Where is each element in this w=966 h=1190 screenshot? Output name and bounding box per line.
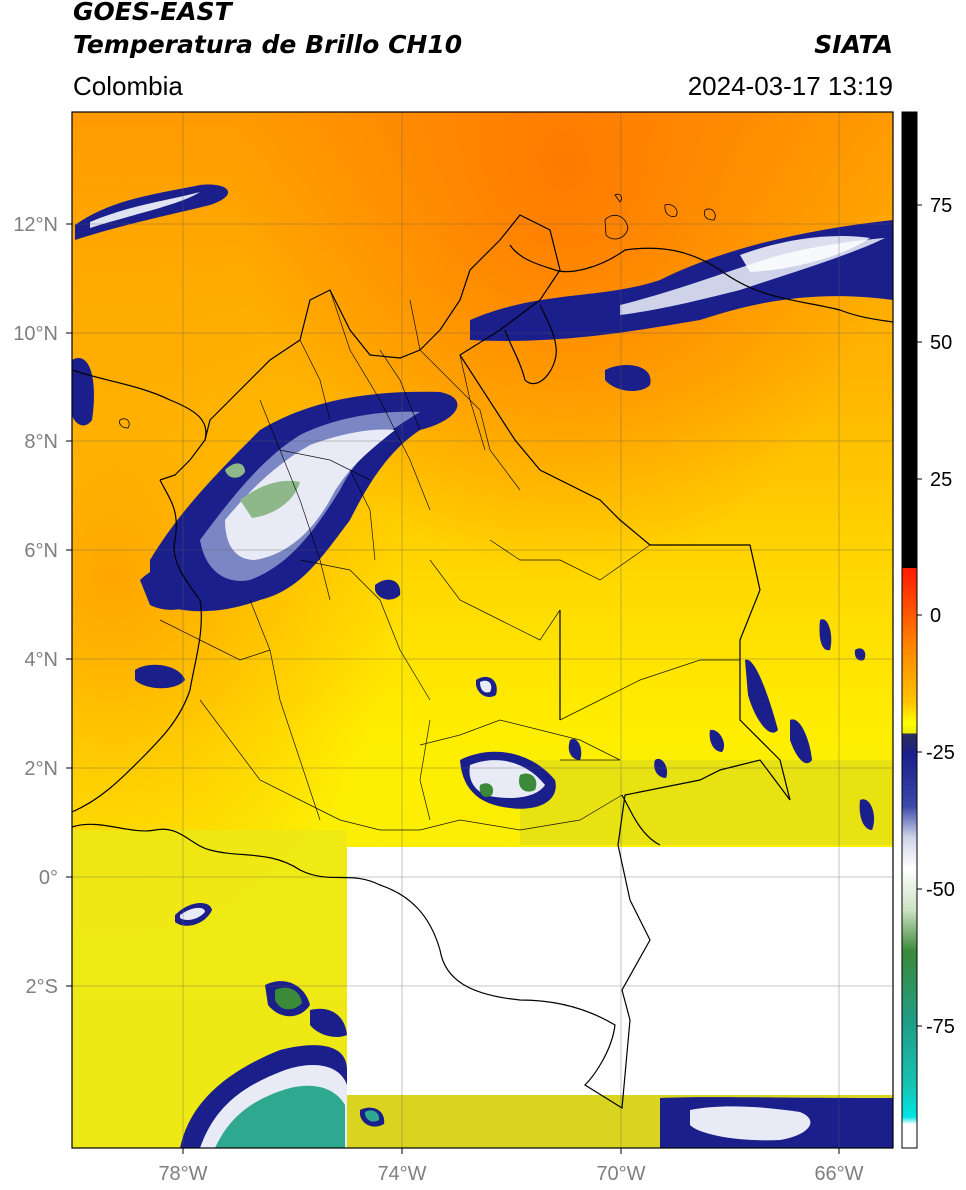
- colorbar-tick-label: 50: [930, 332, 952, 354]
- region-label: Colombia: [73, 71, 183, 101]
- lon-tick-label: 70°W: [596, 1163, 645, 1185]
- colorbar-tick-label: 0: [930, 605, 941, 627]
- product-title: Temperatura de Brillo CH10: [73, 30, 463, 59]
- lon-tick-label: 78°W: [158, 1163, 207, 1185]
- grid-lines: [72, 112, 893, 1148]
- longitude-axis: 78°W 74°W 70°W 66°W: [158, 1148, 864, 1185]
- department-borders: [159, 289, 740, 831]
- colorbar-tick-label: 25: [930, 469, 952, 491]
- colorbar-tick-label: -50: [926, 879, 955, 901]
- lat-tick-label: 6°N: [24, 540, 58, 562]
- convective-cells-amazon: [175, 903, 893, 1148]
- colorbar-tick-label: -75: [926, 1016, 955, 1038]
- map-plot-area: [72, 112, 893, 1148]
- colorbar-tick-label: 75: [930, 195, 952, 217]
- latitude-axis: 12°N 10°N 8°N 6°N 4°N 2°N 0° 2°S: [13, 214, 72, 998]
- scattered-cells-east: [568, 619, 875, 830]
- satellite-title: GOES-EAST: [73, 0, 232, 26]
- lat-tick-label: 2°S: [26, 976, 58, 998]
- map-frame: [71, 111, 894, 1149]
- convective-system-magdalena: [135, 391, 458, 689]
- lat-tick-label: 10°N: [13, 323, 58, 345]
- colorbar-gradient: [901, 111, 918, 1149]
- lat-tick-label: 12°N: [13, 214, 58, 236]
- no-data-region: [347, 847, 893, 1095]
- convective-cells-south: [460, 648, 866, 809]
- lon-tick-label: 66°W: [814, 1163, 863, 1185]
- colorbar: 75 50 25 0 -25 -50 -75: [901, 111, 955, 1149]
- agency-label: SIATA: [814, 30, 893, 59]
- colorbar-tick-label: -25: [926, 742, 955, 764]
- datetime-label: 2024-03-17 13:19: [687, 71, 893, 101]
- lat-tick-label: 4°N: [24, 649, 58, 671]
- lon-tick-label: 74°W: [377, 1163, 426, 1185]
- lat-tick-label: 2°N: [24, 758, 58, 780]
- lat-tick-label: 8°N: [24, 431, 58, 453]
- country-borders: [72, 214, 893, 1110]
- lat-tick-label: 0°: [39, 867, 58, 889]
- coastline-islands: [119, 193, 716, 429]
